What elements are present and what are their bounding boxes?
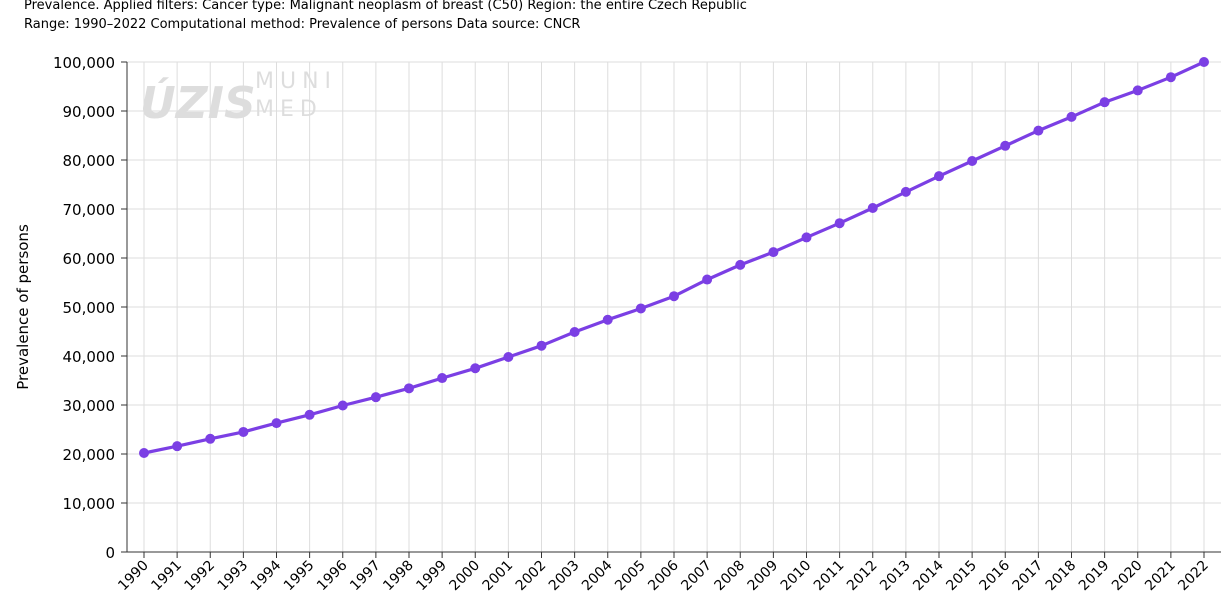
filter-summary-line-1: Prevalence. Applied filters: Cancer type… [24, 0, 747, 13]
data-point-2003 [569, 326, 580, 337]
x-tick-label-2012: 2012 [844, 558, 881, 595]
x-tick-label-2001: 2001 [480, 558, 517, 595]
watermark-med: MED [255, 97, 323, 122]
x-tick-label-2020: 2020 [1109, 558, 1146, 595]
data-point-1994 [271, 418, 282, 429]
x-tick-label-2022: 2022 [1175, 558, 1212, 595]
x-tick-label-1992: 1992 [182, 558, 219, 595]
data-point-2005 [635, 303, 646, 314]
data-point-2007 [702, 274, 713, 285]
data-point-1990 [139, 448, 149, 459]
data-point-2012 [867, 203, 878, 214]
x-tick-label-2002: 2002 [513, 558, 550, 595]
x-tick-label-1990: 1990 [115, 558, 152, 595]
x-tick-label-1995: 1995 [281, 558, 318, 595]
y-tick-label: 30,000 [63, 397, 116, 415]
x-tick-label-1998: 1998 [380, 558, 417, 595]
x-tick-label-1993: 1993 [215, 558, 252, 595]
x-tick-label-2011: 2011 [811, 558, 848, 595]
data-point-2016 [1000, 140, 1011, 151]
y-tick-label: 10,000 [63, 495, 116, 513]
watermark-muni: MUNI [255, 69, 337, 94]
y-tick-label: 50,000 [63, 299, 116, 317]
data-point-2019 [1099, 97, 1110, 108]
x-tick-label-1994: 1994 [248, 557, 285, 594]
data-point-1998 [404, 383, 414, 394]
data-point-1993 [238, 426, 249, 437]
data-point-2017 [1033, 125, 1044, 136]
x-tick-label-1991: 1991 [148, 558, 185, 595]
y-tick-labels: 0 10,000 20,000 30,000 40,000 50,000 60,000 70,… [53, 54, 115, 562]
data-point-2022 [1199, 57, 1209, 67]
x-tick-label-2003: 2003 [546, 558, 583, 595]
x-tick-label-2016: 2016 [977, 557, 1014, 594]
x-tick-label-2007: 2007 [678, 558, 715, 595]
data-point-1995 [304, 409, 315, 420]
watermark: ÚZIS MUNI MED [140, 69, 337, 129]
x-tick-label-2004: 2004 [579, 557, 616, 594]
x-tick-label-2005: 2005 [612, 558, 649, 595]
x-tick-label-2000: 2000 [447, 558, 484, 595]
x-tick-label-2021: 2021 [1142, 558, 1179, 595]
x-tick-label-2017: 2017 [1010, 558, 1047, 595]
data-point-2008 [735, 259, 746, 270]
data-point-2014 [934, 171, 944, 182]
x-tick-label-2010: 2010 [778, 558, 815, 595]
x-tick-labels: 1990199119921993199419951996199719981999… [115, 552, 1212, 594]
data-point-2020 [1132, 85, 1143, 96]
data-point-2013 [900, 186, 911, 197]
x-tick-label-2018: 2018 [1043, 558, 1080, 595]
data-point-2011 [834, 218, 845, 229]
data-point-1999 [437, 373, 448, 384]
filter-summary-line-2: Range: 1990–2022 Computational method: P… [24, 17, 581, 32]
data-point-2009 [768, 247, 779, 258]
data-point-2001 [503, 351, 514, 362]
y-tick-label: 40,000 [63, 348, 116, 366]
x-tick-label-1997: 1997 [347, 558, 384, 595]
data-point-1992 [205, 433, 216, 444]
x-tick-label-2019: 2019 [1076, 558, 1113, 595]
data-point-2002 [536, 340, 547, 351]
y-tick-label: 0 [105, 544, 115, 562]
x-tick-label-2009: 2009 [745, 558, 782, 595]
x-tick-label-2013: 2013 [877, 558, 914, 595]
y-tick-label: 60,000 [63, 250, 116, 268]
data-point-1997 [370, 392, 381, 403]
y-tick-label: 90,000 [63, 103, 116, 121]
y-tick-label: 100,000 [53, 54, 115, 72]
y-tick-label: 20,000 [63, 446, 116, 464]
data-point-2018 [1066, 111, 1077, 122]
y-tick-label: 70,000 [63, 201, 116, 219]
horizontal-gridlines [121, 61, 1221, 553]
data-point-1996 [337, 400, 348, 411]
data-point-2010 [801, 232, 812, 243]
watermark-uzis: ÚZIS [140, 76, 256, 129]
data-points [139, 57, 1209, 459]
data-point-2000 [470, 363, 481, 374]
x-tick-label-2006: 2006 [645, 557, 682, 594]
data-point-1991 [172, 441, 183, 452]
data-point-2021 [1165, 72, 1176, 83]
x-tick-label-2008: 2008 [712, 558, 749, 595]
x-tick-label-2015: 2015 [943, 558, 980, 595]
data-point-2004 [602, 314, 613, 325]
x-tick-label-2014: 2014 [910, 557, 947, 594]
y-tick-label: 80,000 [63, 152, 116, 170]
data-point-2006 [669, 291, 679, 302]
x-tick-label-1996: 1996 [314, 557, 351, 594]
x-tick-label-1999: 1999 [413, 558, 450, 595]
data-point-2015 [967, 155, 978, 166]
y-axis-label: Prevalence of persons [14, 224, 32, 390]
